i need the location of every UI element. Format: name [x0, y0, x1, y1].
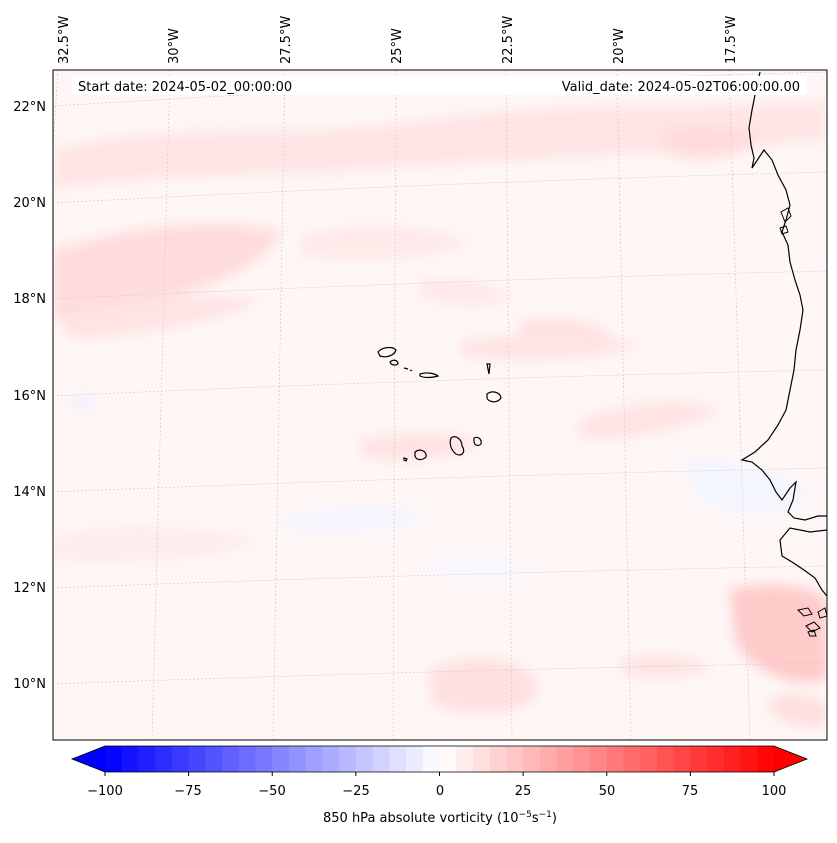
- colorbar-segment: [757, 746, 775, 772]
- colorbar-segment: [740, 746, 758, 772]
- colorbar-segment: [255, 746, 273, 772]
- colorbar-segment: [222, 746, 240, 772]
- colorbar-segment: [288, 746, 307, 772]
- start-date-label: Start date: 2024-05-02_00:00:00: [78, 80, 292, 95]
- lat-label-12n: 12°N: [13, 581, 46, 596]
- lon-label-17-5w: 17.5°W: [724, 16, 739, 64]
- colorbar-tick-label: −25: [342, 784, 369, 799]
- colorbar-segment: [656, 746, 675, 772]
- lon-label-30w: 30°W: [167, 28, 182, 64]
- colorbar: [70, 745, 809, 776]
- colorbar-tick-label: −50: [258, 784, 285, 799]
- colorbar-segment: [105, 746, 123, 772]
- colorbar-tick-label: 50: [599, 784, 616, 799]
- colorbar-segment: [556, 746, 574, 772]
- colorbar-tick-label: −75: [174, 784, 201, 799]
- colorbar-segment: [305, 746, 323, 772]
- colorbar-segment: [155, 746, 173, 772]
- colorbar-extend-low: [72, 746, 105, 772]
- colorbar-tick-label: 25: [515, 784, 532, 799]
- colorbar-segment: [422, 746, 441, 772]
- colorbar-segment: [472, 746, 491, 772]
- lon-label-22-5w: 22.5°W: [501, 16, 516, 64]
- colorbar-segment: [339, 746, 357, 772]
- lat-label-14n: 14°N: [13, 485, 46, 500]
- date-box: [72, 76, 807, 95]
- colorbar-segment: [523, 746, 541, 772]
- map-frame: [52, 69, 828, 741]
- graticule: [53, 70, 827, 740]
- colorbar-segment: [372, 746, 390, 772]
- coastline-detail: [779, 207, 792, 235]
- colorbar-segment: [389, 746, 407, 772]
- colorbar-segment: [673, 746, 691, 772]
- lat-label-16n: 16°N: [13, 389, 46, 404]
- colorbar-segment: [640, 746, 658, 772]
- colorbar-tick-label: −100: [87, 784, 123, 799]
- vorticity-field: [53, 70, 827, 740]
- colorbar-segment: [539, 746, 558, 772]
- colorbar-ticks: −100 −75 −50 −25 0 25 50 75 100: [87, 784, 786, 799]
- colorbar-segment: [322, 746, 340, 772]
- colorbar-segment: [439, 746, 457, 772]
- colorbar-segment: [723, 746, 742, 772]
- colorbar-segment: [188, 746, 206, 772]
- colorbar-segment: [138, 746, 156, 772]
- lat-label-20n: 20°N: [13, 196, 46, 211]
- colorbar-segment: [690, 746, 708, 772]
- lon-label-25w: 25°W: [390, 28, 405, 64]
- lat-label-22n: 22°N: [13, 100, 46, 115]
- valid-date-label: Valid_date: 2024-05-02T06:00:00.00: [562, 80, 800, 95]
- lat-label-18n: 18°N: [13, 292, 46, 307]
- colorbar-segment: [606, 746, 624, 772]
- colorbar-label: 850 hPa absolute vorticity (10−5s−1): [323, 810, 557, 826]
- colorbar-tick-label: 75: [682, 784, 699, 799]
- lat-label-10n: 10°N: [13, 677, 46, 692]
- lon-label-32-5w: 32.5°W: [57, 16, 72, 64]
- coastline-bissagos: [796, 607, 827, 637]
- lon-label-20w: 20°W: [612, 28, 627, 64]
- colorbar-segment: [623, 746, 641, 772]
- colorbar-segment: [238, 746, 257, 772]
- colorbar-tick-label: 100: [762, 784, 787, 799]
- colorbar-segment: [205, 746, 223, 772]
- colorbar-segment: [489, 746, 507, 772]
- coastline-south: [779, 527, 827, 597]
- colorbar-segment: [406, 746, 424, 772]
- colorbar-tick-label: 0: [436, 784, 444, 799]
- colorbar-segment: [355, 746, 374, 772]
- colorbar-segment: [272, 746, 290, 772]
- coastline: [740, 71, 827, 521]
- colorbar-segment: [171, 746, 190, 772]
- colorbar-segment: [707, 746, 725, 772]
- colorbar-extend-high: [774, 746, 807, 772]
- islands: [377, 346, 502, 462]
- colorbar-segment: [121, 746, 139, 772]
- colorbar-segment: [590, 746, 608, 772]
- colorbar-segment: [456, 746, 474, 772]
- colorbar-segment: [573, 746, 591, 772]
- colorbar-segment: [506, 746, 524, 772]
- lon-label-27-5w: 27.5°W: [279, 16, 294, 64]
